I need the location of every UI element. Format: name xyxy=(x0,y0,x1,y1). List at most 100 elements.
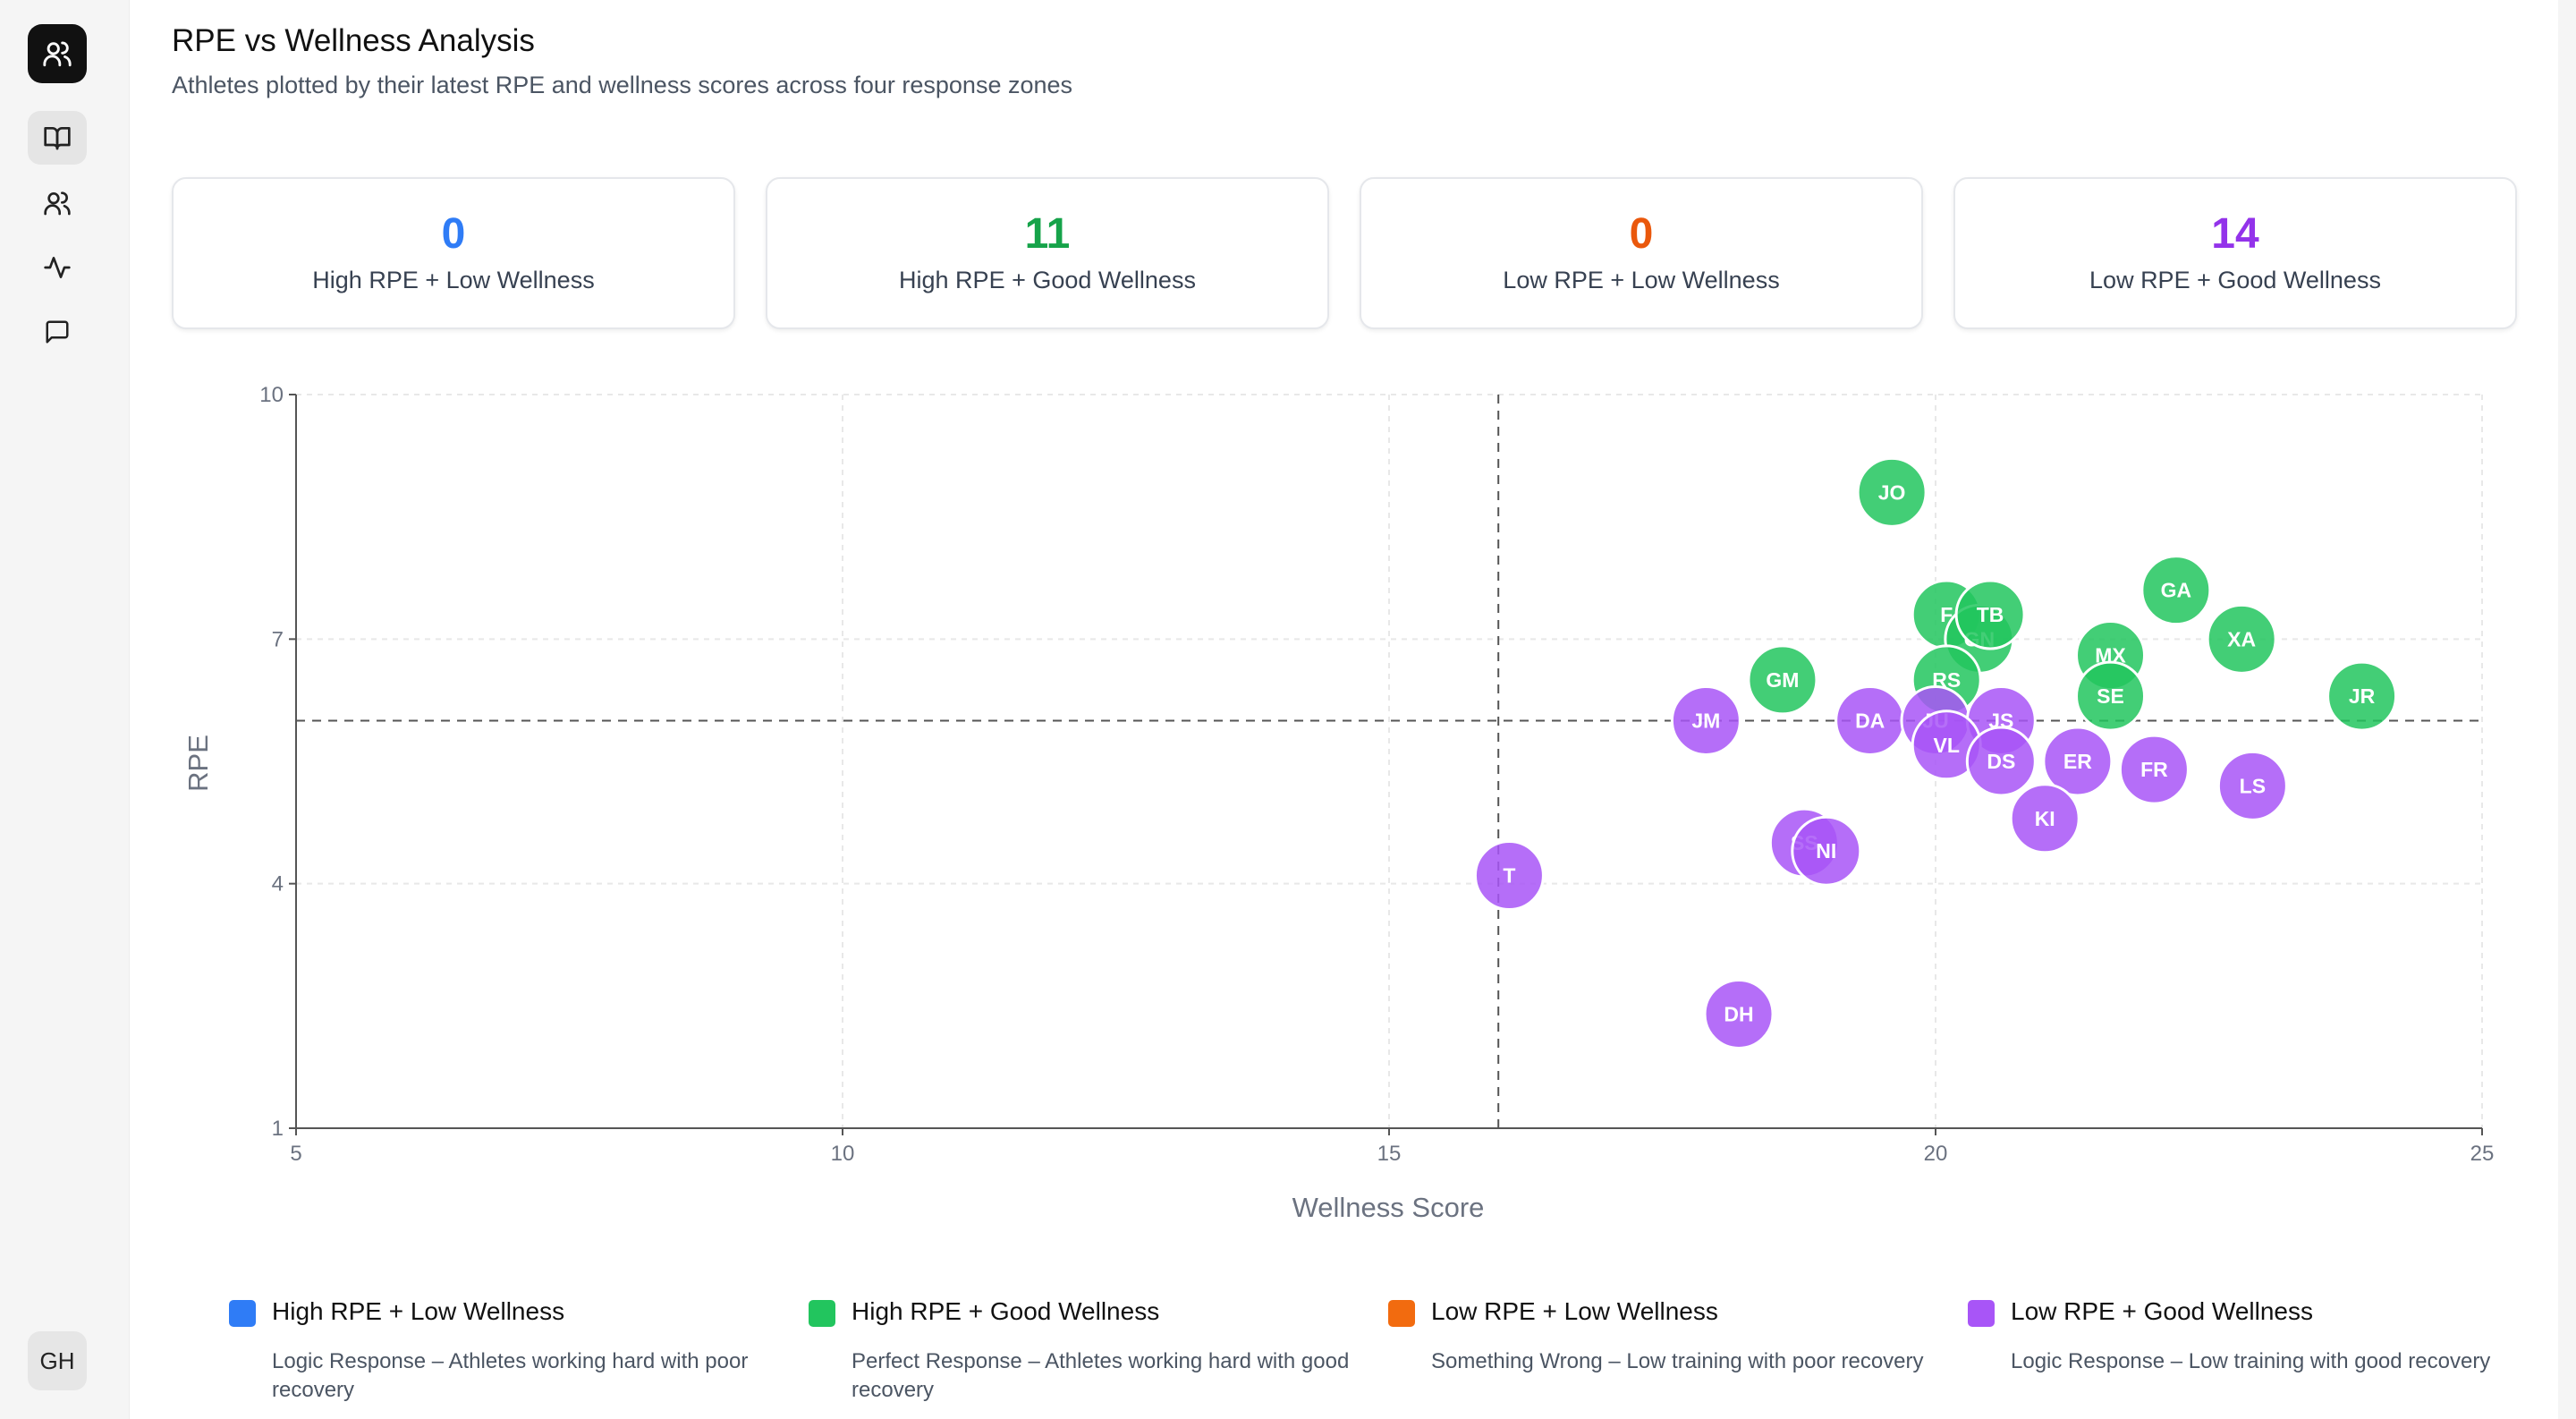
legend-title: Low RPE + Good Wellness xyxy=(2011,1297,2313,1325)
stat-label: High RPE + Low Wellness xyxy=(312,267,595,293)
stat-card-low-rpe-good-wellness: 14 Low RPE + Good Wellness xyxy=(1953,177,2517,329)
y-tick-label: 1 xyxy=(272,1117,284,1141)
x-tick-label: 15 xyxy=(1377,1142,1402,1166)
athlete-point[interactable]: LS xyxy=(2216,750,2288,821)
y-axis-label: RPE xyxy=(182,735,214,792)
athlete-point-label: TB xyxy=(1977,603,2004,626)
athlete-point-marker xyxy=(1954,579,2026,650)
user-avatar[interactable]: GH xyxy=(28,1331,87,1390)
athlete-point-marker xyxy=(2075,660,2147,732)
athlete-point[interactable]: JO xyxy=(1856,456,1928,528)
stat-value: 0 xyxy=(1629,210,1654,258)
sidebar-item-activity[interactable] xyxy=(28,241,87,294)
legend-description: Logic Response – Athletes working hard w… xyxy=(272,1349,749,1402)
athlete-point-marker xyxy=(2009,783,2080,854)
athlete-point[interactable]: KI xyxy=(2009,783,2080,854)
athlete-point-label: JM xyxy=(1691,709,1720,732)
athlete-point-label: DH xyxy=(1724,1002,1753,1025)
page-title: RPE vs Wellness Analysis xyxy=(172,23,535,58)
legend-description: Perfect Response – Athletes working hard… xyxy=(852,1349,1350,1402)
athlete-point-marker xyxy=(2326,660,2398,732)
legend-description: Something Wrong – Low training with poor… xyxy=(1431,1349,1924,1373)
users-icon xyxy=(43,41,72,67)
athlete-point-marker xyxy=(2206,603,2277,675)
athlete-point[interactable]: ER xyxy=(2042,726,2114,797)
athlete-point[interactable]: SE xyxy=(2075,660,2147,732)
athlete-point-marker xyxy=(2216,750,2288,821)
stat-card-high-rpe-good-wellness: 11 High RPE + Good Wellness xyxy=(766,177,1329,329)
scrollbar-track[interactable] xyxy=(2558,0,2576,1419)
x-tick-label: 25 xyxy=(2470,1142,2495,1166)
athlete-point[interactable]: NI xyxy=(1791,815,1862,887)
athlete-point[interactable]: FR xyxy=(2118,734,2190,805)
athlete-point[interactable]: GM xyxy=(1747,644,1818,716)
athlete-point-marker xyxy=(1791,815,1862,887)
users-icon xyxy=(44,191,71,216)
stat-card-high-rpe-low-wellness: 0 High RPE + Low Wellness xyxy=(172,177,735,329)
athlete-point-marker xyxy=(2118,734,2190,805)
legend-title: High RPE + Good Wellness xyxy=(852,1297,1160,1325)
athlete-point[interactable]: JR xyxy=(2326,660,2398,732)
athlete-point-label: LS xyxy=(2240,774,2266,797)
app-logo[interactable] xyxy=(28,24,87,83)
stat-label: Low RPE + Low Wellness xyxy=(1503,267,1780,293)
chart-points: JOFGNTBGAXAMXGMRSSEJRJMDAJUJSVLDSERFRLSK… xyxy=(1473,456,2398,1049)
athlete-point-label: ER xyxy=(2063,750,2092,773)
athlete-point-label: JO xyxy=(1878,480,1906,504)
activity-icon xyxy=(44,257,71,278)
athlete-point[interactable]: TB xyxy=(1954,579,2026,650)
athlete-point-marker xyxy=(1670,684,1741,756)
stat-label: High RPE + Good Wellness xyxy=(899,267,1196,293)
athlete-point[interactable]: GA xyxy=(2140,555,2212,626)
athlete-point-label: GA xyxy=(2161,579,2192,602)
y-tick-label: 4 xyxy=(272,872,284,896)
legend-swatch xyxy=(229,1300,256,1327)
athlete-point-label: GM xyxy=(1766,668,1799,692)
chart-ticks: 5 10 15 20 25 1 4 7 10 xyxy=(259,383,2494,1166)
athlete-point-label: FR xyxy=(2140,758,2168,781)
athlete-point-marker xyxy=(1856,456,1928,528)
athlete-point[interactable]: JM xyxy=(1670,684,1741,756)
athlete-point-label: XA xyxy=(2227,627,2256,650)
legend-description: Logic Response – Low training with good … xyxy=(2011,1349,2491,1373)
book-icon xyxy=(44,127,71,150)
legend-title: High RPE + Low Wellness xyxy=(272,1297,565,1325)
sidebar-item-messages[interactable] xyxy=(28,305,87,359)
y-tick-label: 10 xyxy=(259,383,284,407)
athlete-point[interactable]: DS xyxy=(1965,726,2037,797)
stat-value: 14 xyxy=(2211,210,2259,258)
legend-swatch xyxy=(1968,1300,1995,1327)
sidebar-item-journal[interactable] xyxy=(28,111,87,165)
athlete-point-label: JR xyxy=(2349,684,2376,708)
athlete-point-label: T xyxy=(1503,864,1515,888)
athlete-point-label: DA xyxy=(1855,709,1885,732)
x-tick-label: 5 xyxy=(290,1142,301,1166)
athlete-point-marker xyxy=(1473,840,1545,912)
stat-value: 0 xyxy=(441,210,466,258)
sidebar-item-athletes[interactable] xyxy=(28,176,87,230)
athlete-point[interactable]: DH xyxy=(1703,978,1775,1049)
athlete-point[interactable]: XA xyxy=(2206,603,2277,675)
x-tick-label: 10 xyxy=(831,1142,855,1166)
athlete-point-label: KI xyxy=(2035,807,2055,830)
stat-value: 11 xyxy=(1024,210,1071,258)
legend-title: Low RPE + Low Wellness xyxy=(1431,1297,1718,1325)
athlete-point[interactable]: T xyxy=(1473,840,1545,912)
x-tick-label: 20 xyxy=(1924,1142,1948,1166)
athlete-point-marker xyxy=(2042,726,2114,797)
page-subtitle: Athletes plotted by their latest RPE and… xyxy=(172,72,1073,98)
athlete-point[interactable]: VL xyxy=(1911,710,1982,781)
athlete-point-label: NI xyxy=(1816,839,1836,862)
athlete-point-marker xyxy=(1747,644,1818,716)
y-tick-label: 7 xyxy=(272,627,284,651)
sidebar: GH xyxy=(0,0,130,1419)
stat-card-low-rpe-low-wellness: 0 Low RPE + Low Wellness xyxy=(1360,177,1923,329)
athlete-point[interactable]: DA xyxy=(1835,684,1906,756)
legend-swatch xyxy=(1388,1300,1415,1327)
athlete-point-label: DS xyxy=(1987,750,2015,773)
athlete-point-label: VL xyxy=(1934,734,1960,757)
athlete-point-marker xyxy=(1703,978,1775,1049)
athlete-point-marker xyxy=(2140,555,2212,626)
x-axis-label: Wellness Score xyxy=(1292,1192,1485,1223)
